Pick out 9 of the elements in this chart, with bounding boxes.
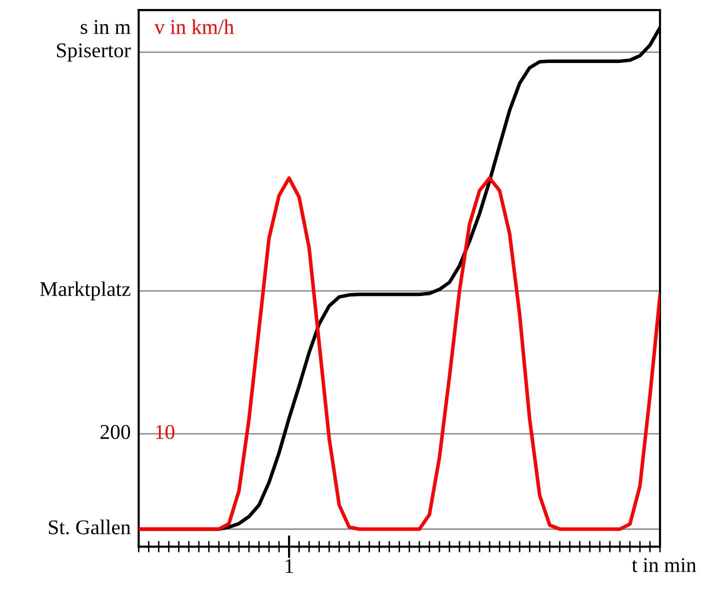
ref-line-label: Spisertor: [57, 43, 131, 62]
annotation: 10: [156, 424, 174, 440]
x-axis-title: t in min: [632, 558, 696, 572]
text: 1: [286, 559, 294, 573]
y-axis-title: s in m: [80, 20, 131, 34]
ref-line-label: St. Gallen: [48, 520, 131, 534]
ref-line-label: Marktplatz: [40, 281, 130, 300]
text: 200: [100, 424, 130, 440]
y2-axis-title: v in km/h: [154, 19, 234, 34]
